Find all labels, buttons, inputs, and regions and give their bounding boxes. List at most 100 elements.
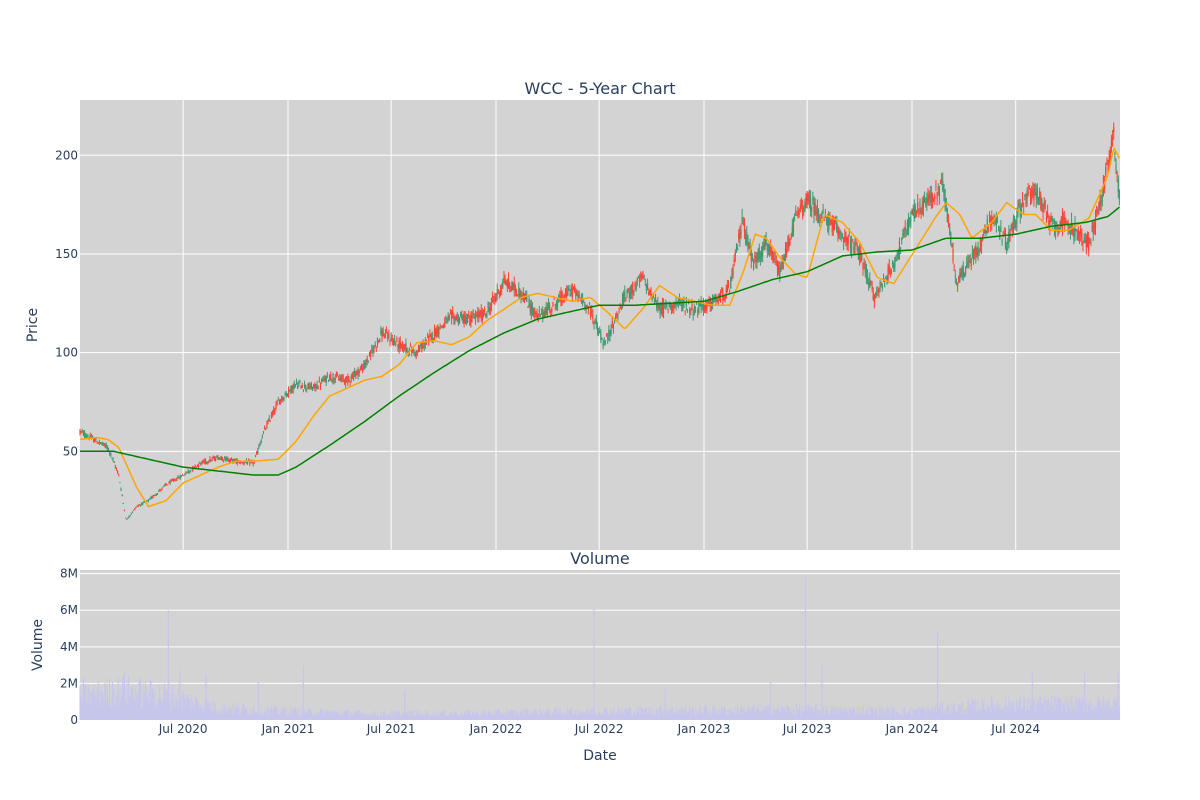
volume-bar — [202, 713, 204, 720]
volume-bar — [771, 714, 773, 720]
volume-bar — [327, 711, 329, 720]
volume-bar — [315, 711, 317, 720]
candle-body — [411, 351, 413, 353]
candle-body — [990, 217, 992, 225]
volume-bar — [133, 698, 135, 720]
candle-body — [465, 317, 467, 324]
volume-bar — [844, 707, 846, 720]
volume-bar — [733, 713, 735, 720]
volume-bar — [739, 715, 741, 720]
volume-bar — [857, 714, 859, 720]
candle-body — [450, 311, 453, 319]
volume-bar — [725, 715, 727, 720]
volume-bar — [788, 707, 790, 720]
candle-body — [305, 384, 307, 389]
volume-bar — [809, 711, 811, 720]
volume-bar — [815, 705, 817, 720]
candle-body — [1108, 155, 1110, 162]
volume-bar — [1098, 700, 1100, 720]
volume-bar — [151, 700, 153, 720]
candle-body — [203, 460, 205, 462]
candle-body — [419, 349, 421, 353]
volume-bar — [144, 692, 146, 720]
volume-bar — [562, 712, 564, 720]
volume-bar — [523, 708, 525, 720]
candle-body — [1064, 216, 1066, 224]
volume-bar — [1069, 697, 1071, 720]
volume-bar — [979, 710, 981, 720]
candle-body — [721, 292, 723, 293]
volume-bar — [925, 707, 927, 720]
candle-body — [776, 263, 779, 271]
candle-body — [479, 311, 481, 317]
price-y-tick-label: 50 — [63, 444, 78, 458]
volume-bar — [726, 714, 728, 720]
candle-body — [126, 519, 128, 521]
candle-body — [175, 480, 177, 482]
volume-bar — [412, 711, 414, 720]
candle-body — [594, 321, 596, 323]
volume-bar — [827, 712, 829, 720]
candle-body — [909, 217, 911, 222]
candle-body — [1042, 208, 1044, 213]
volume-bar — [107, 694, 109, 720]
candle-body — [552, 302, 554, 307]
candle-body — [804, 202, 806, 211]
volume-bar — [214, 702, 216, 720]
volume-bar — [415, 716, 417, 720]
volume-bar — [282, 706, 284, 720]
volume-bar — [540, 710, 542, 720]
volume-bar — [137, 694, 139, 720]
candle-body — [164, 483, 167, 485]
candle-body — [819, 219, 821, 221]
volume-bar — [543, 715, 545, 720]
candle-body — [668, 302, 670, 308]
candle-body — [763, 242, 765, 249]
candle-body — [734, 251, 736, 256]
volume-bar — [1052, 711, 1054, 720]
candle-body — [453, 315, 455, 320]
volume-bar — [942, 714, 944, 720]
volume-bar — [428, 715, 430, 720]
candle-body — [1114, 153, 1116, 155]
candle-body — [268, 417, 270, 421]
volume-bar — [874, 708, 876, 720]
volume-bar — [365, 717, 367, 720]
volume-bar — [890, 715, 892, 720]
volume-bar — [913, 708, 915, 720]
candle-body — [362, 368, 364, 372]
candle-body — [90, 436, 92, 439]
candle-body — [172, 479, 175, 482]
candle-body — [861, 254, 863, 260]
candle-body — [208, 461, 210, 463]
candle-body — [110, 452, 112, 456]
candle-body — [493, 299, 495, 302]
volume-bar — [176, 697, 178, 720]
candle-body — [360, 366, 363, 368]
volume-bar — [626, 708, 628, 720]
candle-body — [901, 237, 903, 241]
candle-body — [344, 377, 347, 384]
volume-bar — [572, 713, 574, 720]
volume-bar — [597, 713, 599, 720]
volume-bar — [397, 711, 399, 720]
volume-bar — [397, 712, 399, 720]
candle-body — [1011, 224, 1013, 230]
volume-bar — [584, 711, 586, 720]
candle-body — [487, 306, 489, 308]
candle-body — [365, 363, 367, 365]
volume-bar — [426, 713, 428, 720]
candle-body — [187, 470, 189, 473]
candle-body — [533, 309, 535, 316]
volume-bar — [101, 695, 103, 720]
volume-bar — [523, 716, 525, 720]
volume-bar — [763, 708, 765, 720]
candle-body — [542, 311, 544, 317]
volume-bar — [356, 709, 358, 720]
volume-x-axis-title: Date — [583, 748, 616, 764]
volume-bar — [953, 704, 955, 720]
candle-body — [431, 332, 433, 341]
volume-bar — [186, 695, 188, 720]
volume-bar — [915, 710, 917, 720]
candle-body — [202, 460, 204, 463]
